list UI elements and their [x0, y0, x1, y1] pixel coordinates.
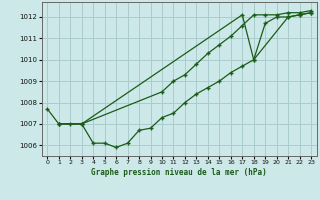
X-axis label: Graphe pression niveau de la mer (hPa): Graphe pression niveau de la mer (hPa) [91, 168, 267, 177]
